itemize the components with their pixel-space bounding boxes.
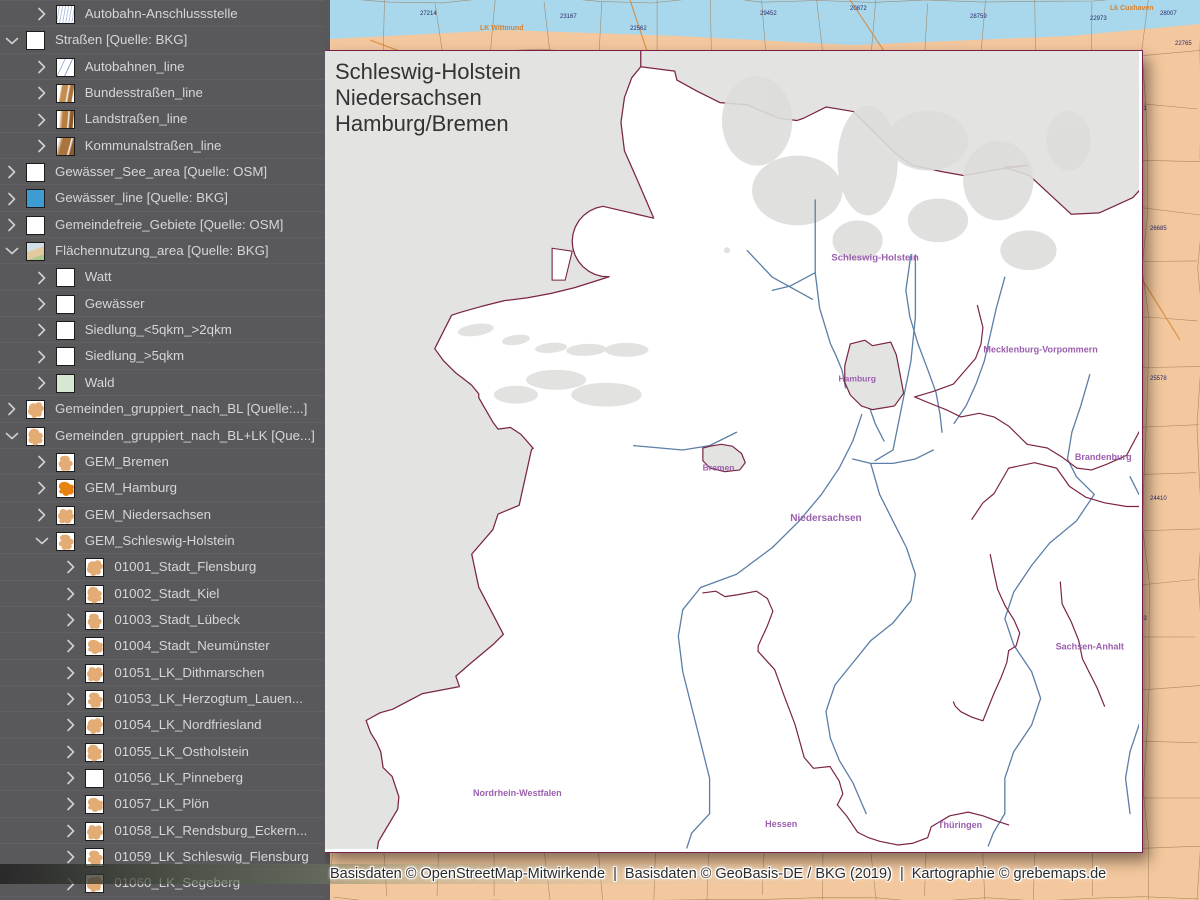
svg-text:Hessen: Hessen xyxy=(765,819,797,829)
svg-text:24410: 24410 xyxy=(1150,496,1167,502)
svg-text:Niedersachsen: Niedersachsen xyxy=(790,513,861,524)
svg-text:Bremen: Bremen xyxy=(703,462,735,472)
svg-text:20872: 20872 xyxy=(850,6,867,12)
svg-text:LK Wittmund: LK Wittmund xyxy=(480,25,523,32)
svg-text:Brandenburg: Brandenburg xyxy=(1075,452,1132,462)
svg-text:28759: 28759 xyxy=(970,14,987,20)
svg-text:23167: 23167 xyxy=(560,14,577,20)
svg-text:Thüringen: Thüringen xyxy=(938,820,982,830)
svg-text:Mecklenburg-Vorpommern: Mecklenburg-Vorpommern xyxy=(983,345,1097,355)
svg-text:28007: 28007 xyxy=(1160,11,1177,17)
svg-text:Lk Cuxhaven: Lk Cuxhaven xyxy=(1110,5,1154,12)
svg-text:22973: 22973 xyxy=(1090,16,1107,22)
svg-text:29452: 29452 xyxy=(760,11,777,17)
svg-text:Hamburg: Hamburg xyxy=(838,374,875,384)
svg-text:27214: 27214 xyxy=(420,11,437,17)
svg-text:Sachsen-Anhalt: Sachsen-Anhalt xyxy=(1056,642,1124,652)
svg-text:Nordrhein-Westfalen: Nordrhein-Westfalen xyxy=(473,788,562,798)
svg-text:25578: 25578 xyxy=(1150,376,1167,382)
svg-text:22562: 22562 xyxy=(630,26,647,32)
svg-text:Schleswig-Holstein: Schleswig-Holstein xyxy=(831,252,919,263)
svg-text:26685: 26685 xyxy=(1150,226,1167,232)
svg-text:22765: 22765 xyxy=(1175,41,1192,47)
